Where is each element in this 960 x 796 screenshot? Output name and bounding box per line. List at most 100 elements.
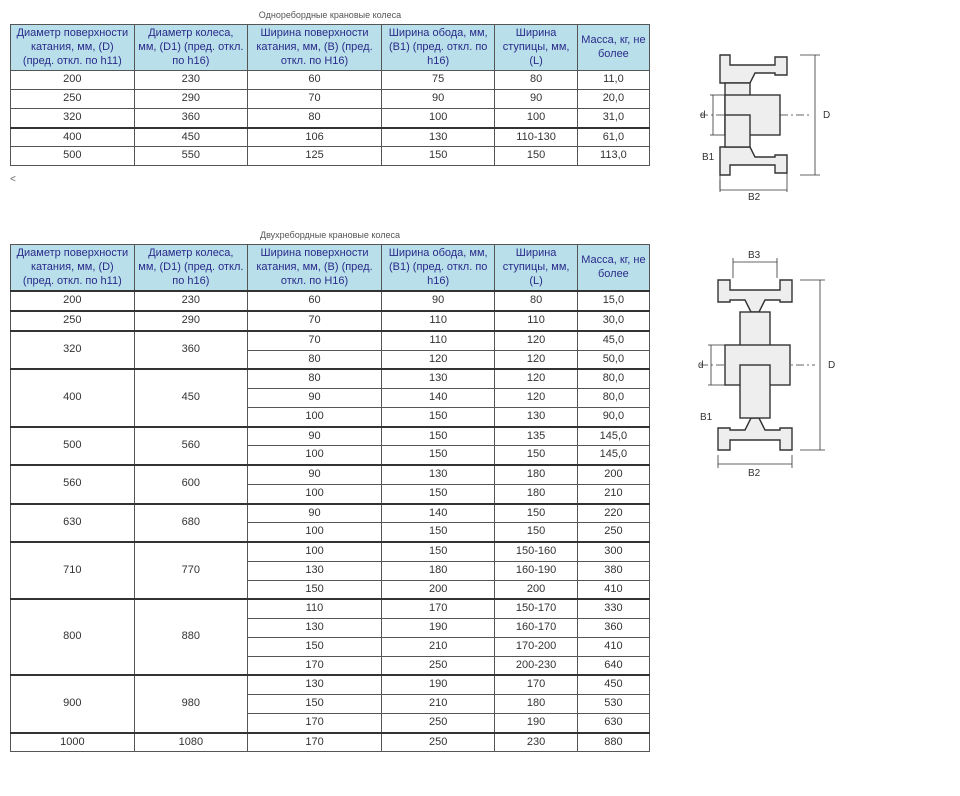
table-cell: 210 [577,484,649,503]
table1-header: Ширина обода, мм, (B1) (пред. откл. по h… [382,25,495,71]
table-cell: 500 [11,147,135,166]
table-cell: 130 [248,561,382,580]
lt-symbol: < [10,174,650,185]
diagram-single-flange: D d B1 B2 [690,30,830,200]
table-cell: 150 [495,523,577,542]
dim-B3: B3 [748,250,761,261]
table-cell: 170 [495,675,577,694]
dim-D2: D [828,360,835,371]
table-cell: 290 [134,90,247,109]
table-cell: 530 [577,695,649,714]
table-cell: 180 [382,561,495,580]
table-cell: 360 [134,331,247,370]
table-cell: 640 [577,656,649,675]
table-cell: 220 [577,504,649,523]
table-cell: 90 [495,90,577,109]
table-row: 63068090140150220 [11,504,650,523]
table-cell: 560 [134,427,247,466]
table-cell: 250 [11,311,135,331]
table-cell: 20,0 [577,90,649,109]
table-cell: 106 [248,128,382,147]
table-cell: 290 [134,311,247,331]
table2-header: Ширина ступицы, мм, (L) [495,245,577,292]
table-cell: 250 [382,656,495,675]
table-cell: 230 [495,733,577,752]
table-cell: 170 [248,656,382,675]
table1-header: Ширина поверхности катания, мм, (B) (пре… [248,25,382,71]
table1-block: Одноребордные крановые колеса Диаметр по… [10,10,650,185]
table-cell: 90 [248,389,382,408]
table2-header: Ширина обода, мм, (B1) (пред. откл. по h… [382,245,495,292]
table-cell: 80 [495,71,577,90]
table-cell: 630 [11,504,135,543]
table-cell: 110 [382,311,495,331]
table-cell: 250 [11,90,135,109]
table-cell: 150 [382,147,495,166]
table-cell: 160-190 [495,561,577,580]
table-cell: 710 [11,542,135,599]
table-cell: 145,0 [577,427,649,446]
table-cell: 900 [11,675,135,732]
table-cell: 400 [11,128,135,147]
table-cell: 330 [577,599,649,618]
table-cell: 100 [248,542,382,561]
table-cell: 100 [382,108,495,127]
dim-D: D [823,110,830,121]
table-row: 900980130190170450 [11,675,650,694]
table-cell: 180 [495,695,577,714]
table-cell: 70 [248,311,382,331]
table-cell: 180 [495,465,577,484]
table-cell: 450 [134,369,247,426]
table-cell: 230 [134,71,247,90]
table-cell: 770 [134,542,247,599]
table-cell: 75 [382,71,495,90]
table1: Диаметр поверхности катания, мм, (D) (пр… [10,24,650,166]
table-cell: 880 [577,733,649,752]
table-cell: 50,0 [577,350,649,369]
table-cell: 410 [577,580,649,599]
table-row: 20023060908015,0 [11,291,650,311]
table-cell: 150 [382,446,495,465]
table-row: 800880110170150-170330 [11,599,650,618]
table2: Диаметр поверхности катания, мм, (D) (пр… [10,244,650,752]
table-cell: 130 [495,407,577,426]
table-cell: 150 [495,147,577,166]
table-cell: 200-230 [495,656,577,675]
table-cell: 90 [382,90,495,109]
table-cell: 120 [382,350,495,369]
table-cell: 250 [382,733,495,752]
table-cell: 120 [495,331,577,350]
table2-header: Масса, кг, не более [577,245,649,292]
table-row: 10001080170250230880 [11,733,650,752]
table-cell: 200 [382,580,495,599]
table-cell: 60 [248,71,382,90]
table-row: 56060090130180200 [11,465,650,484]
table2-header: Ширина поверхности катания, мм, (B) (пре… [248,245,382,292]
table-cell: 680 [134,504,247,543]
table-row: 2502907011011030,0 [11,311,650,331]
table1-header: Ширина ступицы, мм, (L) [495,25,577,71]
dim-B1: B1 [702,152,715,163]
table-cell: 410 [577,637,649,656]
table-cell: 150-170 [495,599,577,618]
table2-header: Диаметр поверхности катания, мм, (D) (пр… [11,245,135,292]
table-cell: 800 [11,599,135,675]
dim-B2: B2 [748,192,761,200]
table-cell: 110-130 [495,128,577,147]
table-cell: 113,0 [577,147,649,166]
table-cell: 90,0 [577,407,649,426]
table-cell: 11,0 [577,71,649,90]
table2-block: Двухребордные крановые колеса Диаметр по… [10,230,650,752]
table-cell: 200 [577,465,649,484]
table-row: 25029070909020,0 [11,90,650,109]
table-cell: 1000 [11,733,135,752]
table-cell: 15,0 [577,291,649,311]
table-cell: 45,0 [577,331,649,350]
table-cell: 560 [11,465,135,504]
table-cell: 130 [248,675,382,694]
table-cell: 61,0 [577,128,649,147]
table-cell: 120 [495,350,577,369]
table-cell: 320 [11,108,135,127]
table-cell: 130 [382,369,495,388]
table-cell: 150 [495,446,577,465]
